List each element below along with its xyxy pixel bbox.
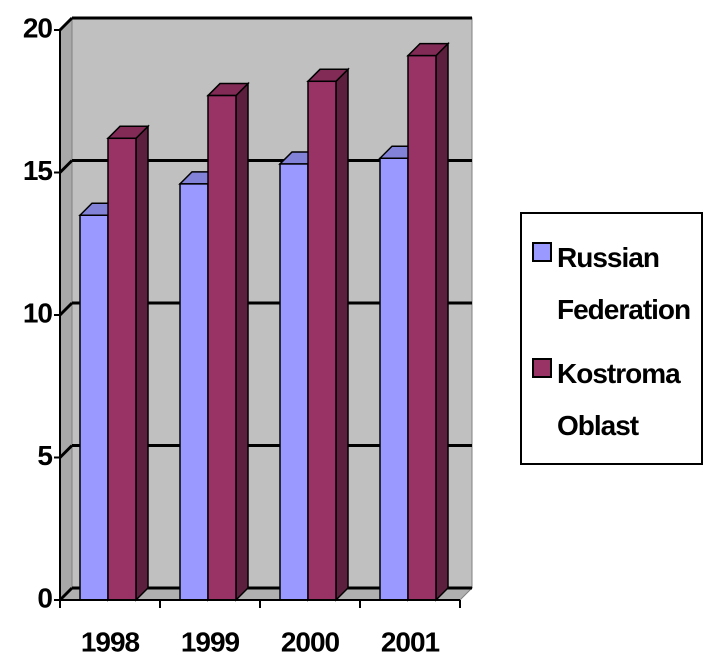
y-tick-label: 10 [23, 297, 53, 328]
legend-swatch [532, 358, 552, 378]
bar-side [335, 67, 349, 602]
legend-swatch [532, 242, 552, 262]
y-tick-label: 20 [23, 12, 53, 43]
bar [179, 183, 209, 601]
x-tick-label: 2000 [281, 626, 340, 657]
bar-side [135, 124, 149, 602]
legend-label: Kostroma Oblast [557, 358, 681, 441]
legend-entry: Kostroma Oblast [532, 348, 701, 452]
grid-line [58, 444, 74, 459]
y-tick-label: 0 [37, 582, 52, 613]
grid-line [58, 16, 74, 32]
legend-entry: Russian Federation [532, 232, 701, 336]
x-tick-label: 1999 [181, 626, 240, 657]
bar [407, 54, 437, 601]
legend: Russian Federation Kostroma Oblast [520, 212, 703, 465]
legend-label: Russian Federation [557, 242, 691, 325]
y-tick-label: 5 [37, 440, 52, 471]
bar [279, 163, 309, 601]
grid-line [58, 159, 74, 174]
bar [379, 157, 409, 601]
grid-line [58, 586, 74, 602]
bar [207, 94, 237, 601]
bar [307, 80, 337, 601]
bar-side [435, 41, 449, 602]
grid-line [58, 301, 74, 317]
bar-side [235, 81, 249, 602]
x-tick-label: 1998 [81, 626, 140, 657]
x-tick-label: 2001 [381, 626, 440, 657]
bar [107, 137, 137, 601]
y-tick-label: 15 [23, 155, 53, 186]
bar [79, 214, 109, 601]
